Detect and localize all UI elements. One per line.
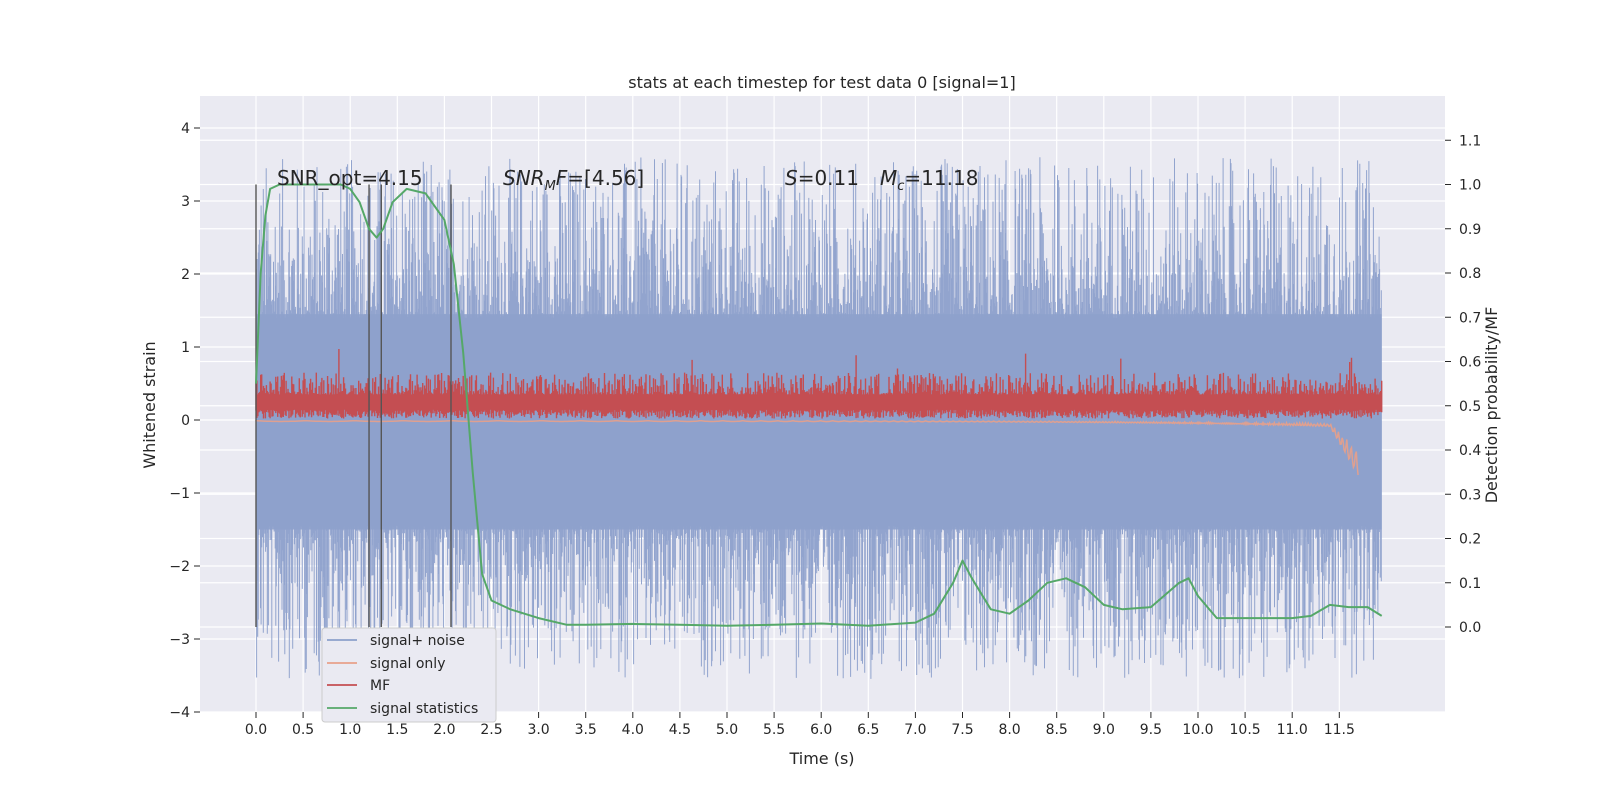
y-left-tick-label: −1 — [169, 486, 190, 502]
y-right-tick-label: 0.3 — [1459, 487, 1481, 503]
x-tick-label: 3.0 — [527, 722, 549, 738]
x-tick-label: 0.5 — [292, 722, 314, 738]
x-tick-label: 6.0 — [810, 722, 832, 738]
legend-box — [321, 627, 497, 723]
x-tick-label: 11.0 — [1277, 722, 1308, 738]
y-right-tick-label: 0.1 — [1459, 576, 1481, 592]
legend-label-signal-noise: signal+ noise — [370, 633, 465, 649]
x-tick-label: 6.5 — [857, 722, 879, 738]
y-right-tick-label: 0.6 — [1459, 355, 1481, 371]
y-left-tick-label: −4 — [169, 705, 190, 721]
signal-statistics-series — [255, 183, 1383, 627]
x-tick-label: 9.5 — [1140, 722, 1162, 738]
x-tick-label: 8.0 — [998, 722, 1020, 738]
y-right-tick-label: 0.7 — [1459, 310, 1481, 326]
y-axis-label-left: Whitened strain — [140, 341, 159, 468]
x-tick-label: 7.5 — [951, 722, 973, 738]
x-tick-label: 2.0 — [433, 722, 455, 738]
x-tick-label: 10.0 — [1182, 722, 1213, 738]
y-right-tick-label: 1.1 — [1459, 133, 1481, 149]
y-right-tick-label: 0.0 — [1459, 620, 1481, 636]
annotation-s: S=0.11 — [785, 166, 859, 190]
x-tick-label: 5.0 — [716, 722, 738, 738]
x-tick-label: 9.0 — [1093, 722, 1115, 738]
x-tick-label: 0.0 — [245, 722, 267, 738]
data-layer — [255, 157, 1383, 679]
ticks: 0.0 0.5 1.0 1.5 2.0 2.5 3.0 3.5 4.0 4.5 5.0 5.5 6.0 6… — [169, 121, 1481, 738]
x-tick-label: 1.0 — [339, 722, 361, 738]
y-right-tick-label: 0.9 — [1459, 222, 1481, 238]
y-left-tick-label: 1 — [181, 340, 190, 356]
y-right-tick-label: 0.8 — [1459, 266, 1481, 282]
x-tick-label: 10.5 — [1230, 722, 1261, 738]
x-tick-label: 5.5 — [763, 722, 785, 738]
legend-label-mf: MF — [370, 678, 390, 694]
annotation-mc: Mc=11.18 — [880, 166, 978, 194]
legend: signal+ noise signal only MF signal stat… — [321, 627, 497, 723]
legend-label-signal-statistics: signal statistics — [370, 701, 478, 717]
y-left-tick-label: −3 — [169, 632, 190, 648]
chart-title: stats at each timestep for test data 0 [… — [628, 73, 1015, 92]
annotation-snr-mf: SNRMF=[4.56] — [503, 166, 644, 194]
annotations: SNR_opt=4.15 SNRMF=[4.56] S=0.11 Mc=11.1… — [277, 166, 978, 194]
x-tick-label: 4.5 — [669, 722, 691, 738]
x-tick-label: 4.0 — [622, 722, 644, 738]
y-right-tick-label: 0.2 — [1459, 532, 1481, 548]
y-left-tick-label: 0 — [181, 413, 190, 429]
annotation-snr-opt: SNR_opt=4.15 — [277, 166, 423, 190]
x-tick-label: 7.0 — [904, 722, 926, 738]
signal-statistics-layer — [255, 183, 1383, 627]
x-tick-label: 11.5 — [1324, 722, 1355, 738]
y-axis-label-right: Detection probability/MF — [1482, 307, 1501, 504]
y-right-tick-label: 0.4 — [1459, 443, 1481, 459]
y-right-tick-label: 1.0 — [1459, 178, 1481, 194]
y-left-tick-label: 4 — [181, 121, 190, 137]
legend-label-signal-only: signal only — [370, 656, 445, 672]
x-tick-label: 3.5 — [575, 722, 597, 738]
y-left-tick-label: 2 — [181, 267, 190, 283]
signal-only-series — [255, 419, 1359, 476]
y-left-tick-label: 3 — [181, 194, 190, 210]
y-right-tick-label: 0.5 — [1459, 399, 1481, 415]
x-tick-label: 1.5 — [386, 722, 408, 738]
annotation-snr-mf-value: =[4.56] — [567, 166, 644, 190]
annotation-mc-value: =11.18 — [904, 166, 978, 190]
x-tick-label: 8.5 — [1046, 722, 1068, 738]
annotation-s-value: =0.11 — [798, 166, 859, 190]
x-tick-label: 2.5 — [480, 722, 502, 738]
x-axis-label: Time (s) — [788, 749, 854, 768]
y-left-tick-label: −2 — [169, 559, 190, 575]
vertical-markers — [255, 184, 452, 627]
